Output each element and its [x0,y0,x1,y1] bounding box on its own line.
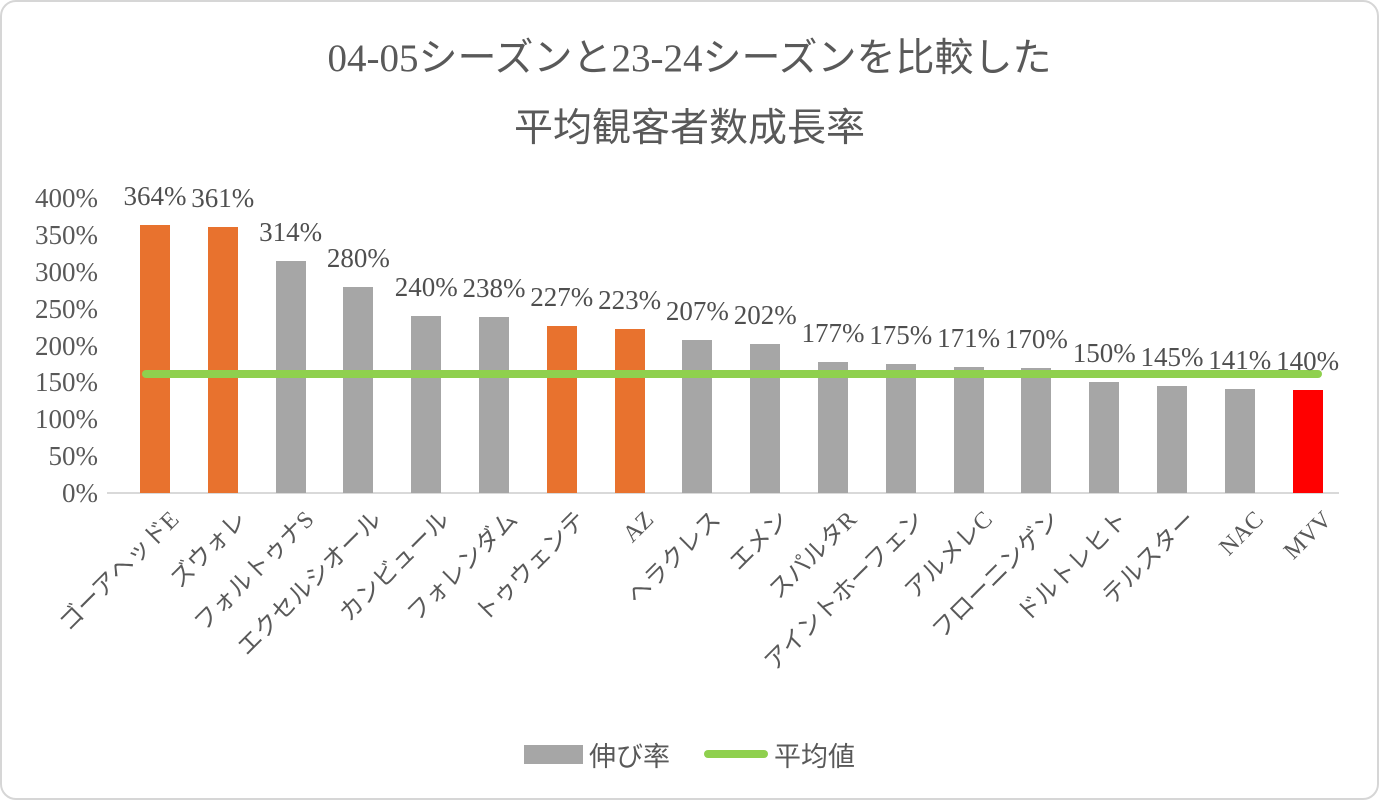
x-axis-label: NAC [1214,506,1269,561]
bar [411,316,442,493]
y-axis-tick-label: 50% [48,441,99,472]
bar-value-label: 227% [530,281,594,312]
bar-value-label: 314% [259,217,323,248]
bar [818,362,848,493]
legend-item-growth: 伸び率 [524,735,670,774]
bar [140,224,170,493]
bar [1021,367,1052,493]
x-axis-line [107,492,1339,494]
y-axis-tick-label: 150% [35,367,98,398]
bar [953,366,984,493]
bar [885,363,916,493]
bar [207,226,238,493]
legend: 伸び率 平均値 [2,734,1377,774]
y-axis-tick-label: 250% [35,293,98,324]
average-line [142,369,1322,378]
bar-value-label: 223% [598,284,662,315]
legend-growth-label: 伸び率 [589,741,670,772]
y-axis-tick-label: 100% [35,404,98,435]
legend-average-label: 平均値 [774,741,855,772]
chart-title-line2: 平均観客者数成長率 [513,107,865,150]
bar-value-label: 140% [1276,345,1340,376]
bar [1224,389,1255,493]
chart-title-line1: 04-05シーズンと23-24シーズンを比較した [327,37,1052,80]
y-axis-tick-label: 350% [35,219,98,250]
bar [682,340,713,493]
y-axis-tick-label: 200% [35,330,98,361]
bar [546,325,577,493]
bar [343,286,374,493]
bar [750,344,781,493]
bar [479,317,509,493]
legend-bar-swatch-icon [524,744,583,764]
y-axis-tick-label: 0% [62,478,98,508]
bar-value-label: 364% [123,180,187,211]
chart-title: 04-05シーズンと23-24シーズンを比較した 平均観客者数成長率 [2,24,1377,164]
legend-item-average: 平均値 [704,735,855,774]
bar-value-label: 238% [462,273,526,304]
bar-value-label: 207% [665,296,729,327]
bar-value-label: 171% [937,322,1001,353]
bar-value-label: 240% [394,272,458,302]
legend-line-swatch-icon [704,750,768,758]
bar-value-label: 150% [1072,338,1136,369]
bar-value-label: 141% [1208,345,1272,375]
x-axis-label: AZ [617,506,659,548]
bar [1089,382,1120,493]
bar-value-label: 170% [1004,323,1068,354]
y-axis-tick-label: 300% [35,256,98,287]
y-axis-tick-label: 400% [35,183,98,213]
x-axis-label: MVV [1278,506,1337,565]
bar-value-label: 175% [869,319,933,350]
bar-value-label: 202% [733,300,797,331]
bar-value-label: 177% [801,318,865,349]
x-axis-label: ゴーアヘッドE [54,506,185,637]
bar [1157,386,1187,493]
bar [614,328,645,493]
bar-value-label: 361% [191,182,255,213]
bar [1292,389,1323,493]
bar-value-label: 280% [326,242,390,273]
bar-value-label: 145% [1140,342,1204,373]
